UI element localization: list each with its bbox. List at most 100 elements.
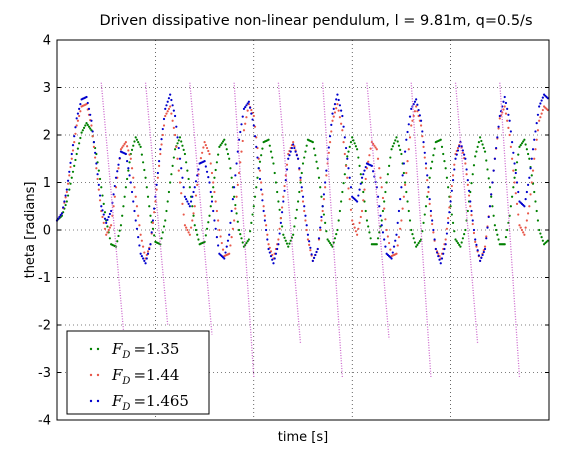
data-point — [195, 229, 197, 231]
data-point — [297, 200, 299, 202]
data-point — [339, 104, 341, 106]
data-point — [313, 148, 315, 150]
data-point — [340, 200, 342, 202]
data-point — [260, 181, 262, 183]
data-point — [115, 177, 117, 179]
data-point — [341, 129, 343, 131]
data-point — [507, 114, 509, 116]
data-point — [328, 240, 330, 242]
data-point — [436, 251, 438, 253]
data-point — [362, 173, 364, 175]
data-point — [358, 222, 360, 224]
data-point — [73, 165, 75, 167]
data-point — [104, 228, 106, 230]
data-point — [218, 146, 220, 148]
data-point — [352, 139, 354, 141]
data-point — [174, 134, 176, 136]
data-point — [277, 200, 279, 202]
data-point — [420, 120, 422, 122]
data-point — [345, 147, 347, 149]
data-point — [205, 144, 207, 146]
data-point — [513, 181, 515, 183]
data-point — [167, 200, 169, 202]
data-point — [377, 158, 379, 160]
data-point — [453, 230, 455, 232]
data-point — [251, 118, 253, 120]
data-point — [493, 170, 495, 172]
data-point — [92, 135, 94, 137]
data-point — [510, 146, 512, 148]
data-point — [89, 114, 91, 116]
data-point — [513, 177, 515, 179]
data-point — [472, 219, 474, 221]
data-point — [454, 158, 456, 160]
data-point — [108, 216, 110, 218]
data-point — [229, 244, 231, 246]
data-point — [362, 191, 364, 193]
data-point — [333, 115, 335, 117]
wrap-segment — [367, 83, 389, 340]
data-point — [65, 204, 67, 206]
data-point — [363, 170, 365, 172]
data-point — [448, 206, 450, 208]
data-point — [215, 169, 217, 171]
data-point — [186, 170, 188, 172]
data-point — [127, 170, 129, 172]
data-point — [76, 124, 78, 126]
data-point — [304, 215, 306, 217]
data-point — [185, 161, 187, 163]
data-point — [384, 246, 386, 248]
data-point — [325, 230, 327, 232]
data-point — [93, 141, 95, 143]
data-point — [422, 146, 424, 148]
data-point — [253, 124, 255, 126]
data-point — [235, 196, 237, 198]
data-point — [160, 138, 162, 140]
data-point — [438, 259, 440, 261]
data-point — [537, 129, 539, 131]
data-point — [173, 110, 175, 112]
data-point — [175, 146, 177, 148]
data-point — [475, 244, 477, 246]
data-point — [450, 200, 452, 202]
data-point — [315, 161, 317, 163]
data-point — [205, 165, 207, 167]
data-point — [267, 243, 269, 245]
data-point — [77, 148, 79, 150]
data-point — [87, 102, 89, 104]
data-point — [245, 242, 247, 244]
data-point — [251, 213, 253, 215]
data-point — [465, 173, 467, 175]
data-point — [413, 237, 415, 239]
data-point — [389, 156, 391, 158]
data-point — [537, 114, 539, 116]
data-point — [117, 167, 119, 169]
data-point — [143, 169, 145, 171]
data-point — [98, 170, 100, 172]
data-point — [447, 186, 449, 188]
data-point — [167, 110, 169, 112]
data-point — [497, 126, 499, 128]
data-point — [349, 198, 351, 200]
data-point — [361, 210, 363, 212]
data-point — [93, 146, 95, 148]
data-point — [542, 96, 544, 98]
data-point — [341, 191, 343, 193]
data-point — [255, 186, 257, 188]
data-point — [138, 224, 140, 226]
data-point — [315, 251, 317, 253]
data-point — [58, 216, 60, 218]
data-point — [411, 233, 413, 235]
data-point — [215, 200, 217, 202]
data-point — [142, 257, 144, 259]
data-point — [239, 233, 241, 235]
data-point — [148, 205, 150, 207]
data-point — [114, 196, 116, 198]
data-point — [117, 235, 119, 237]
data-point — [499, 115, 501, 117]
data-point — [237, 184, 239, 186]
data-point — [233, 196, 235, 198]
data-point — [461, 241, 463, 243]
data-point — [526, 148, 528, 150]
legend-marker — [90, 374, 92, 376]
